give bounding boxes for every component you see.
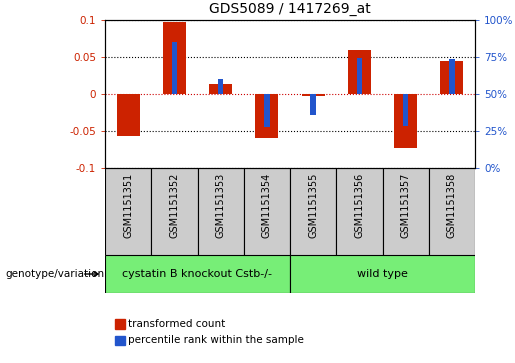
Text: GSM1151357: GSM1151357: [401, 172, 410, 238]
Bar: [440, 61, 464, 94]
Bar: [244, 168, 290, 255]
Bar: [449, 59, 455, 94]
Bar: [105, 168, 151, 255]
Bar: [255, 94, 279, 138]
Bar: [218, 79, 224, 94]
Text: GSM1151355: GSM1151355: [308, 172, 318, 238]
Bar: [171, 42, 177, 94]
Text: GSM1151352: GSM1151352: [169, 172, 179, 238]
Bar: [394, 94, 417, 148]
Bar: [290, 168, 336, 255]
Bar: [383, 168, 429, 255]
Text: genotype/variation: genotype/variation: [5, 269, 104, 279]
Bar: [336, 168, 383, 255]
Bar: [429, 168, 475, 255]
Bar: [116, 94, 140, 136]
Text: GSM1151358: GSM1151358: [447, 172, 457, 238]
Bar: [197, 168, 244, 255]
Bar: [151, 168, 197, 255]
Text: transformed count: transformed count: [128, 319, 226, 329]
Bar: [105, 255, 290, 293]
Bar: [311, 94, 316, 115]
Text: wild type: wild type: [357, 269, 408, 279]
Title: GDS5089 / 1417269_at: GDS5089 / 1417269_at: [209, 2, 371, 16]
Bar: [115, 336, 125, 345]
Text: GSM1151353: GSM1151353: [216, 172, 226, 238]
Bar: [264, 94, 270, 127]
Text: percentile rank within the sample: percentile rank within the sample: [128, 335, 304, 345]
Text: GSM1151351: GSM1151351: [123, 172, 133, 238]
Bar: [348, 50, 371, 94]
Bar: [302, 94, 324, 96]
Bar: [163, 22, 186, 94]
Bar: [403, 94, 408, 126]
Bar: [290, 255, 475, 293]
Text: cystatin B knockout Cstb-/-: cystatin B knockout Cstb-/-: [123, 269, 272, 279]
Text: GSM1151354: GSM1151354: [262, 172, 272, 238]
Bar: [356, 58, 362, 94]
Text: GSM1151356: GSM1151356: [354, 172, 365, 238]
Bar: [209, 84, 232, 94]
Bar: [115, 319, 125, 329]
